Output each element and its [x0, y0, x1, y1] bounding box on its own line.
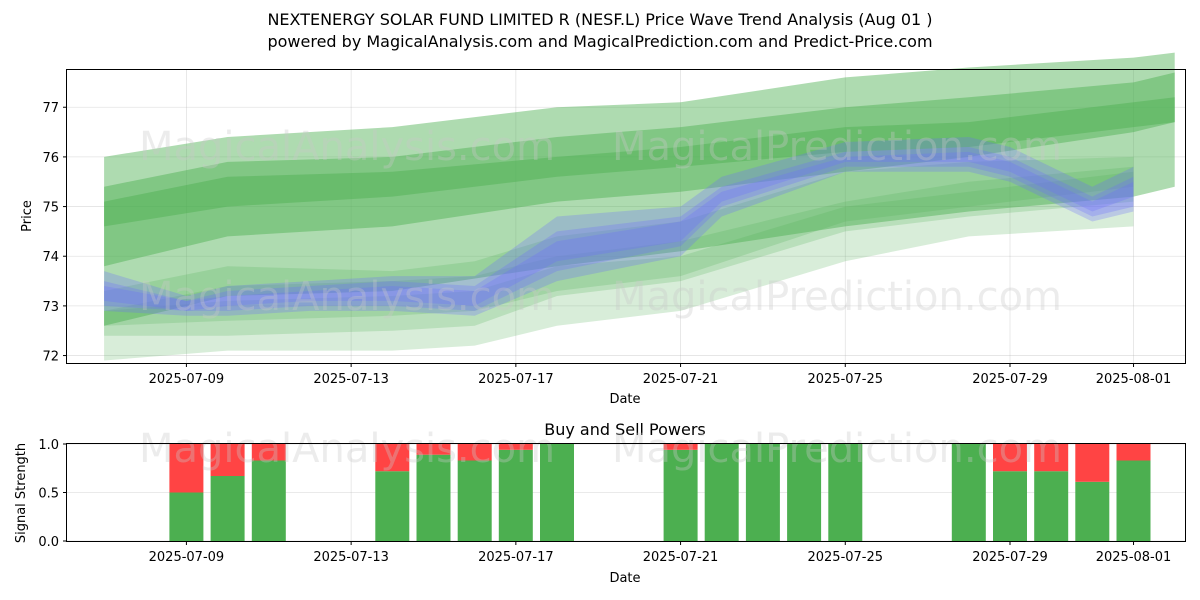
buy-bar: [540, 444, 574, 541]
watermark-right: MagicalPrediction.com: [612, 124, 1062, 170]
buy-bar: [828, 444, 863, 541]
x-tick-label: 2025-07-25: [807, 372, 883, 387]
y-tick-label: 0.5: [38, 487, 59, 502]
x-tick-label: 2025-08-01: [1096, 372, 1172, 387]
buy-bar: [210, 476, 245, 541]
buy-bar: [1075, 481, 1110, 541]
sell-bar: [1075, 444, 1110, 482]
buy-bar: [251, 460, 286, 541]
green-lower-band: [104, 156, 1134, 361]
signal-x-ticks: 2025-07-09 2025-07-13 2025-07-17 2025-07-21…: [149, 541, 1172, 565]
sell-bar: [416, 444, 451, 455]
price-grid: [67, 70, 1185, 363]
y-tick-label: 76: [42, 151, 59, 166]
x-tick-label: 2025-07-25: [807, 550, 883, 565]
watermark-left: MagicalAnalysis.com: [139, 124, 555, 170]
sell-bar: [498, 444, 533, 450]
price-bands: [104, 52, 1175, 361]
buy-bar: [663, 449, 698, 541]
price-axes-frame: [66, 69, 1186, 364]
green-upper-band: [104, 52, 1175, 326]
sell-bar: [1116, 444, 1151, 461]
y-tick-label: 73: [42, 300, 59, 315]
buy-bar: [498, 449, 533, 541]
green-upper-band: [104, 72, 1175, 267]
buy-bar: [704, 444, 739, 541]
buy-bar: [457, 460, 492, 541]
watermark-left: MagicalAnalysis.com: [139, 274, 555, 320]
y-tick-label: 74: [42, 250, 59, 265]
sell-bar: [169, 444, 204, 493]
x-tick-label: 2025-07-21: [643, 372, 719, 387]
watermark-right: MagicalPrediction.com: [612, 426, 1062, 472]
x-tick-label: 2025-07-13: [313, 372, 389, 387]
x-tick-label: 2025-07-09: [149, 372, 225, 387]
chart-title: NEXTENERGY SOLAR FUND LIMITED R (NESF.L)…: [267, 10, 933, 29]
buy-bar: [951, 444, 986, 541]
price-x-ticks: 2025-07-09 2025-07-13 2025-07-17 2025-07-21…: [149, 363, 1172, 387]
chart-subtitle: powered by MagicalAnalysis.com and Magic…: [267, 32, 933, 51]
signal-y-label: Signal Strength: [14, 443, 29, 543]
sell-bar: [663, 444, 698, 450]
signal-bars: [169, 444, 1151, 541]
signal-watermarks: MagicalAnalysis.com MagicalPrediction.co…: [139, 426, 1062, 472]
sell-bar: [251, 444, 286, 461]
y-tick-label: 75: [42, 201, 59, 216]
x-tick-label: 2025-07-13: [313, 550, 389, 565]
green-upper-band: [104, 97, 1175, 227]
sell-bar: [375, 444, 410, 472]
x-tick-label: 2025-07-21: [643, 550, 719, 565]
price-x-label: Date: [609, 392, 640, 407]
signal-title: Buy and Sell Powers: [544, 420, 706, 439]
buy-bar: [745, 444, 780, 541]
sell-bar: [1034, 444, 1069, 472]
buy-bar: [993, 471, 1027, 541]
watermark-right: MagicalPrediction.com: [612, 274, 1062, 320]
sell-bar: [993, 444, 1027, 472]
price-y-ticks: 72 73 74 75 76 77: [42, 101, 67, 365]
x-tick-label: 2025-07-17: [478, 550, 554, 565]
x-tick-label: 2025-07-29: [972, 550, 1048, 565]
green-lower-band: [104, 171, 1134, 326]
blue-band: [104, 147, 1134, 311]
y-tick-label: 72: [42, 350, 59, 365]
x-tick-label: 2025-07-09: [149, 550, 225, 565]
x-tick-label: 2025-08-01: [1096, 550, 1172, 565]
price-watermarks: MagicalAnalysis.com MagicalPrediction.co…: [139, 124, 1062, 320]
price-y-label: Price: [20, 200, 35, 232]
buy-bar: [1034, 471, 1069, 541]
blue-band: [104, 137, 1134, 316]
buy-bar: [169, 492, 204, 541]
x-tick-label: 2025-07-29: [972, 372, 1048, 387]
y-tick-label: 77: [42, 101, 59, 116]
y-tick-label: 1.0: [38, 438, 59, 453]
watermark-left: MagicalAnalysis.com: [139, 426, 555, 472]
buy-bar: [1116, 460, 1151, 541]
sell-bar: [210, 444, 245, 476]
signal-y-ticks: 0.0 0.5 1.0: [38, 438, 67, 550]
signal-x-label: Date: [609, 571, 640, 586]
sell-bar: [457, 444, 492, 461]
y-tick-label: 0.0: [38, 535, 59, 550]
buy-bar: [416, 454, 451, 541]
buy-bar: [375, 471, 410, 541]
buy-bar: [787, 444, 822, 541]
green-lower-band: [104, 166, 1134, 336]
x-tick-label: 2025-07-17: [478, 372, 554, 387]
